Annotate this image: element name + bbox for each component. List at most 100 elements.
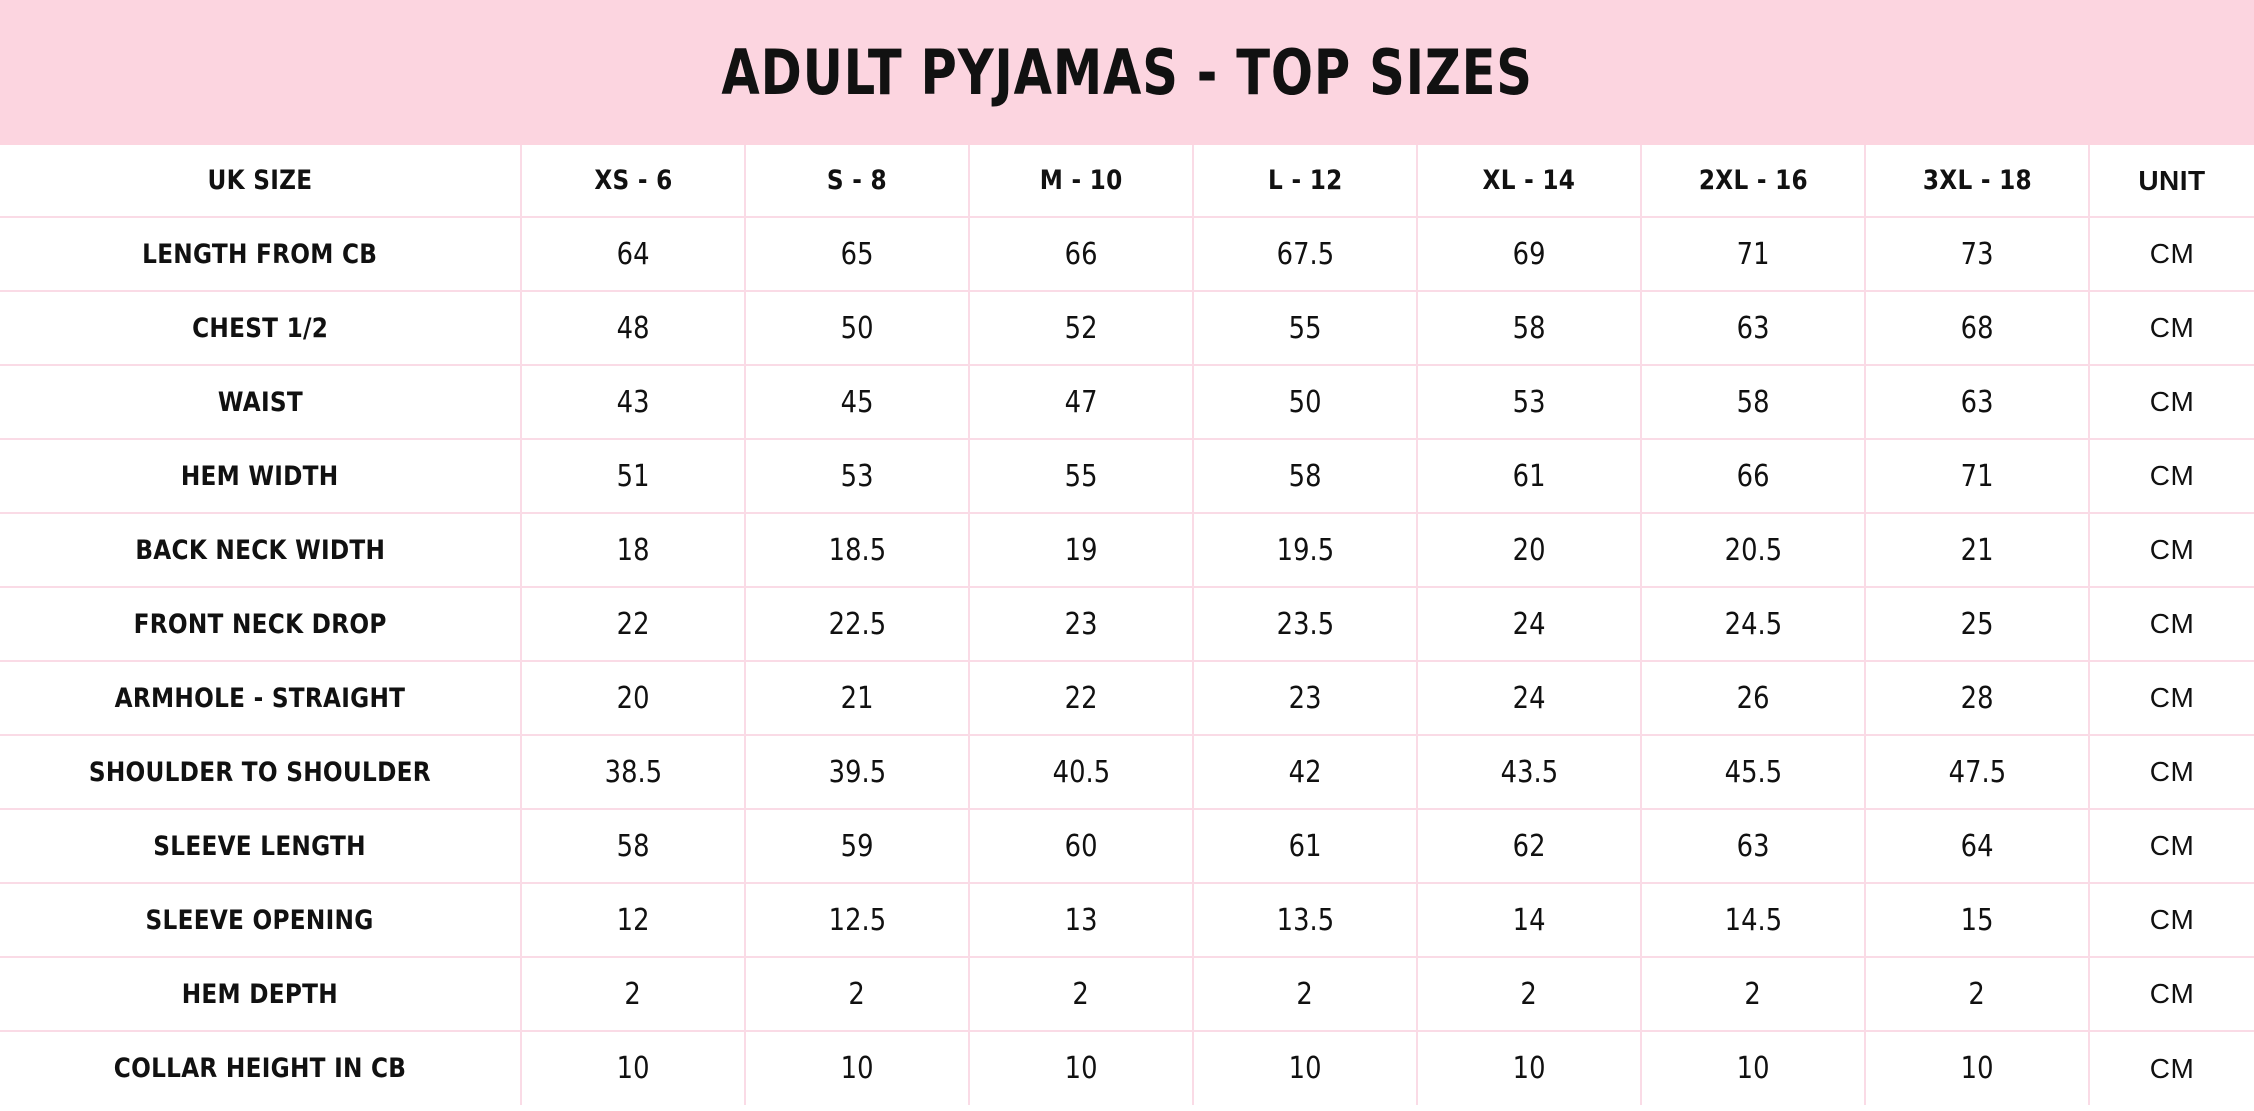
measurement-value: 55 (1064, 458, 1098, 494)
measurement-cell: 63 (1641, 809, 1866, 884)
measurement-value: 23 (1288, 680, 1322, 716)
measurement-value: 20 (1512, 532, 1546, 568)
measurement-value: 22.5 (828, 606, 886, 642)
table-row: COLLAR HEIGHT IN CB 10 10 10 10 10 10 10… (0, 1031, 2254, 1105)
unit-value: CM (2149, 756, 2195, 787)
measurement-cell: 66 (1641, 439, 1866, 514)
column-header-xl: XL - 14 (1417, 145, 1642, 218)
measurement-cell: 19.5 (1193, 513, 1418, 588)
measurement-cell: 2 (969, 957, 1194, 1032)
measurement-cell: 71 (1865, 439, 2090, 514)
measurement-value: 24 (1512, 680, 1546, 716)
row-label-cell: BACK NECK WIDTH (0, 513, 522, 588)
column-header-label: UK SIZE (207, 165, 313, 196)
measurement-cell: 2 (1641, 957, 1866, 1032)
measurement-value: 14 (1512, 902, 1546, 938)
measurement-value: 73 (1960, 236, 1994, 272)
row-label-cell: HEM WIDTH (0, 439, 522, 514)
measurement-value: 10 (1288, 1051, 1322, 1086)
measurement-cell: 13 (969, 883, 1194, 958)
unit-value: CM (2149, 682, 2195, 713)
row-label-cell: CHEST 1/2 (0, 291, 522, 366)
measurement-value: 2 (1968, 976, 1986, 1012)
table-body: LENGTH FROM CB 64 65 66 67.5 69 71 73 CM… (0, 217, 2254, 1105)
measurement-cell: 22 (969, 661, 1194, 736)
measurement-cell: 58 (521, 809, 746, 884)
measurement-cell: 59 (745, 809, 970, 884)
measurement-value: 68 (1960, 310, 1994, 346)
measurement-value: 10 (1064, 1051, 1098, 1086)
measurement-value: 52 (1064, 310, 1098, 346)
unit-cell: CM (2089, 1031, 2254, 1105)
measurement-cell: 69 (1417, 217, 1642, 292)
row-label: ARMHOLE - STRAIGHT (114, 682, 406, 714)
unit-cell: CM (2089, 957, 2254, 1032)
unit-value: CM (2149, 386, 2195, 417)
measurement-cell: 10 (969, 1031, 1194, 1105)
measurement-value: 2 (848, 976, 866, 1012)
unit-value: CM (2149, 608, 2195, 639)
measurement-value: 13 (1064, 902, 1098, 938)
measurement-cell: 21 (1865, 513, 2090, 588)
measurement-value: 10 (840, 1051, 874, 1086)
measurement-cell: 14.5 (1641, 883, 1866, 958)
measurement-value: 19.5 (1276, 532, 1334, 568)
measurement-cell: 22 (521, 587, 746, 662)
measurement-value: 13.5 (1276, 902, 1334, 938)
measurement-value: 21 (840, 680, 874, 716)
measurement-value: 2 (1744, 976, 1762, 1012)
measurement-value: 66 (1064, 236, 1098, 272)
row-label: SHOULDER TO SHOULDER (88, 756, 432, 788)
measurement-value: 21 (1960, 532, 1994, 568)
column-header-l: L - 12 (1193, 145, 1418, 218)
measurement-value: 64 (1960, 828, 1994, 864)
unit-value: CM (2149, 460, 2195, 491)
column-header-label: XS - 6 (593, 165, 673, 196)
measurement-value: 38.5 (604, 754, 662, 790)
measurement-value: 58 (1288, 458, 1322, 494)
column-header-uk-size: UK SIZE (0, 145, 522, 218)
measurement-cell: 62 (1417, 809, 1642, 884)
column-header-xs: XS - 6 (521, 145, 746, 218)
row-label: FRONT NECK DROP (133, 608, 387, 640)
row-label: BACK NECK WIDTH (135, 534, 385, 566)
column-header-2xl: 2XL - 16 (1641, 145, 1866, 218)
unit-value: CM (2149, 830, 2195, 861)
unit-cell: CM (2089, 291, 2254, 366)
measurement-value: 18 (616, 532, 650, 568)
measurement-value: 40.5 (1052, 754, 1110, 790)
measurement-value: 65 (840, 236, 874, 272)
measurement-value: 14.5 (1724, 902, 1782, 938)
measurement-cell: 43 (521, 365, 746, 440)
unit-cell: CM (2089, 735, 2254, 810)
unit-cell: CM (2089, 809, 2254, 884)
measurement-value: 24.5 (1724, 606, 1782, 642)
row-label-cell: SHOULDER TO SHOULDER (0, 735, 522, 810)
measurement-cell: 67.5 (1193, 217, 1418, 292)
measurement-cell: 55 (1193, 291, 1418, 366)
table-row: SLEEVE OPENING 12 12.5 13 13.5 14 14.5 1… (0, 883, 2254, 958)
unit-cell: CM (2089, 217, 2254, 292)
measurement-cell: 71 (1641, 217, 1866, 292)
measurement-value: 22 (616, 606, 650, 642)
measurement-cell: 24 (1417, 661, 1642, 736)
row-label-cell: HEM DEPTH (0, 957, 522, 1032)
row-label: LENGTH FROM CB (142, 238, 378, 270)
measurement-value: 67.5 (1276, 236, 1334, 272)
measurement-value: 2 (624, 976, 642, 1012)
measurement-cell: 42 (1193, 735, 1418, 810)
measurement-value: 10 (1512, 1051, 1546, 1086)
measurement-value: 19 (1064, 532, 1098, 568)
measurement-cell: 64 (1865, 809, 2090, 884)
measurement-cell: 22.5 (745, 587, 970, 662)
unit-value: CM (2149, 238, 2195, 269)
measurement-value: 12 (616, 902, 650, 938)
measurement-cell: 47.5 (1865, 735, 2090, 810)
column-header-label: 2XL - 16 (1698, 165, 1808, 196)
unit-cell: CM (2089, 587, 2254, 662)
measurement-value: 15 (1960, 902, 1994, 938)
measurement-cell: 53 (1417, 365, 1642, 440)
unit-value: CM (2149, 1052, 2195, 1084)
table-row: HEM WIDTH 51 53 55 58 61 66 71 CM (0, 439, 2254, 514)
measurement-value: 43 (616, 384, 650, 420)
